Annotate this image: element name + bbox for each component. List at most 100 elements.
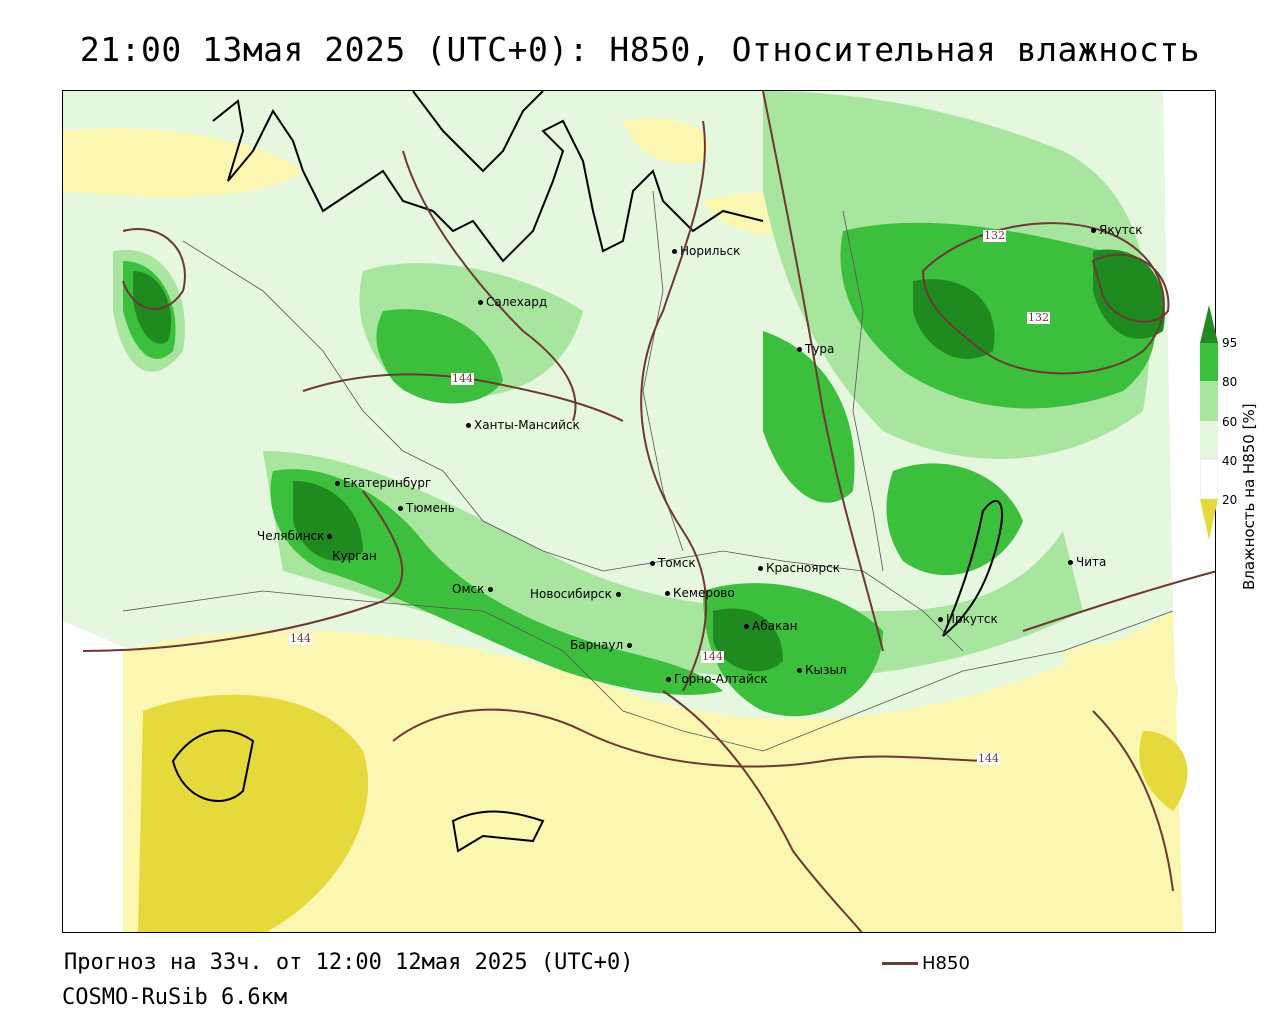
humidity-colorbar [1200, 305, 1218, 540]
admin-border-1 [182, 240, 964, 652]
city-krasnoyarsk: Красноярск [758, 561, 840, 575]
city-gorno-altaysk: Горно-Алтайск [666, 672, 768, 686]
wet-region-tura [763, 331, 855, 503]
city-marker [758, 566, 763, 571]
colorbar-band-20-40 [1200, 458, 1218, 500]
country-border [122, 590, 1174, 752]
city-marker [398, 506, 403, 511]
contour-label-144-southwest: 144 [289, 632, 312, 645]
city-marker [666, 677, 671, 682]
dry-region-nw [63, 128, 303, 197]
contour-label-144-southeast: 144 [977, 752, 1000, 765]
wet-band-south [270, 469, 723, 695]
wet-region-yakutia [840, 222, 1156, 409]
lake-balkhash [451, 810, 545, 853]
admin-border-2 [642, 190, 684, 552]
h850-legend-line [882, 962, 918, 965]
colorbar-title: Влажность на H850 [%] [1240, 403, 1258, 590]
city-irkutsk: Иркутск [938, 612, 998, 626]
city-chelyabinsk: Челябинск [257, 529, 335, 543]
city-khanty-mansiysk: Ханты-Мансийск [466, 418, 580, 432]
colorbar-arrow-bottom [1200, 499, 1218, 540]
city-marker [327, 534, 333, 539]
city-marker [650, 561, 655, 566]
h850-contour-132-east [921, 222, 1165, 375]
contour-label-132-north: 132 [983, 229, 1006, 242]
h850-contour-4 [82, 490, 404, 652]
colorbar-band-60-80 [1200, 381, 1218, 421]
outside-domain-left [63, 621, 133, 932]
city-novosibirsk: Новосибирск [530, 587, 624, 601]
city-kyzyl: Кызыл [797, 663, 847, 677]
city-marker [672, 249, 677, 254]
colorbar-tick-60: 60 [1222, 415, 1238, 429]
h850-contour-7 [1022, 570, 1215, 632]
h850-contour-west-low [122, 228, 186, 311]
caspian-sea [171, 729, 255, 802]
dry-region-south [123, 611, 1183, 932]
city-marker [627, 643, 633, 648]
colorbar-arrow-top [1200, 305, 1218, 343]
city-barnaul: Барнаул [570, 638, 635, 652]
city-yakutsk: Якутск [1091, 223, 1143, 237]
colorbar-band-40-60 [1200, 421, 1218, 459]
dry-region-n [623, 118, 709, 164]
h850-contour-6 [662, 690, 863, 932]
city-norilsk: Норильск [672, 244, 740, 258]
map-canvas [63, 91, 1215, 932]
h850-legend-label: H850 [922, 953, 970, 974]
city-marker [478, 300, 483, 305]
h850-contour-5 [762, 91, 884, 652]
h850-contour-144-south [392, 708, 994, 768]
city-marker [488, 587, 494, 592]
novaya-zemlya-coast [412, 91, 544, 173]
city-abakan: Абакан [744, 619, 797, 633]
very-dry-patch-se [1139, 731, 1188, 811]
city-marker [797, 347, 802, 352]
very-wet-abakan [713, 608, 783, 672]
colorbar-tick-40: 40 [1222, 454, 1238, 468]
very-dry-region-sw [138, 694, 369, 932]
city-tomsk: Томск [650, 556, 696, 570]
city-marker [797, 668, 802, 673]
very-wet-center-east [913, 279, 995, 359]
forecast-info: Прогноз на 33ч. от 12:00 12мая 2025 (UTC… [64, 950, 634, 975]
h850-contour-1 [640, 120, 708, 692]
arctic-coastline [212, 99, 764, 263]
city-omsk: Омск [452, 582, 496, 596]
contour-label-132-east: 132 [1027, 311, 1050, 324]
city-kemerovo: Кемерово [665, 586, 735, 600]
lake-baikal [942, 500, 1003, 637]
map-title: 21:00 13мая 2025 (UTC+0): H850, Относите… [79, 30, 1201, 69]
h850-contour-3 [302, 373, 624, 422]
city-marker [744, 624, 749, 629]
city-marker [1068, 560, 1073, 565]
h850-contour-2 [402, 150, 577, 422]
city-marker [466, 423, 471, 428]
humidity-map: 144 132 132 144 144 144 [62, 90, 1216, 933]
city-tura: Тура [797, 342, 834, 356]
colorbar-band-80-95 [1200, 343, 1218, 381]
h850-contour-yakutsk-inner [1091, 253, 1170, 323]
wet-region-baikal [886, 463, 1023, 576]
city-marker [1091, 228, 1096, 233]
city-marker [615, 592, 621, 597]
city-ekaterinburg: Екатеринбург [335, 476, 431, 490]
city-kurgan: Курган [332, 549, 377, 563]
admin-border-3 [842, 210, 884, 572]
colorbar-tick-80: 80 [1222, 375, 1238, 389]
city-marker [335, 481, 340, 486]
very-wet-yakutsk [1093, 249, 1165, 339]
h850-contour-8 [1092, 710, 1174, 892]
very-wet-west [133, 271, 172, 344]
model-name: COSMO-RuSib 6.6км [62, 985, 288, 1010]
city-marker [938, 617, 943, 622]
contour-label-144-west: 144 [451, 372, 474, 385]
city-salekhard: Салехард [478, 295, 547, 309]
city-marker [665, 591, 670, 596]
dry-region-se [1063, 643, 1178, 731]
colorbar-tick-20: 20 [1222, 493, 1238, 507]
city-tyumen: Тюмень [398, 501, 455, 515]
very-wet-ekaterinburg [293, 481, 363, 561]
contour-label-144-altai: 144 [701, 650, 724, 663]
